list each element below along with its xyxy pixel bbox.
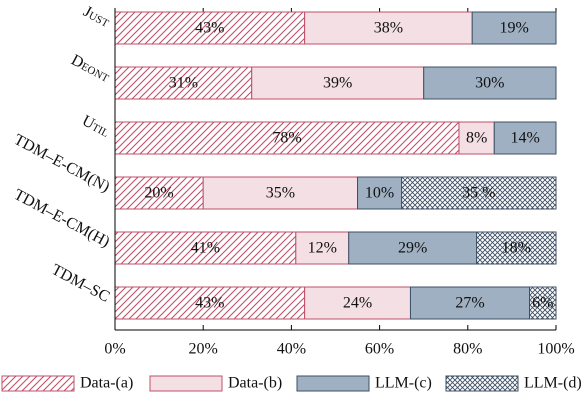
category-label: Deont [68,52,112,86]
bar-segment [202,176,359,210]
bar-segment [401,176,557,210]
category-label: Just [81,3,113,31]
x-tick-label: 20% [189,341,218,358]
bar-segment [114,231,297,265]
value-label: 43% [195,295,224,312]
value-label: 29% [398,240,427,257]
value-label: 14% [510,130,539,147]
value-label: 18% [502,240,531,257]
legend-swatch [296,375,370,392]
bar-segment [295,231,350,265]
legend-label: LLM-(d) [524,375,582,392]
value-label: 27% [455,295,484,312]
category-label: TDM–E-CM(N) [11,131,112,196]
bar-segment [114,66,253,100]
category-label: Util [79,112,113,141]
value-label: 31% [169,75,198,92]
x-tick-label: 80% [453,341,482,358]
value-label: 35 % [462,185,495,202]
bar-segment [529,286,557,320]
value-label: 35% [266,185,295,202]
value-label: 30% [475,75,504,92]
value-label: 24% [343,295,372,312]
x-tick-label: 100% [537,341,574,358]
value-label: 6% [532,295,553,312]
value-label: 8% [466,130,487,147]
value-label: 38% [374,20,403,37]
bar-segment [423,66,557,100]
value-label: 41% [191,240,220,257]
bar-segment [409,286,531,320]
bar-segment [114,176,204,210]
x-tick-label: 40% [277,341,306,358]
bar-segment [348,231,478,265]
bar-segment [304,11,473,45]
legend-label: Data-(b) [228,375,282,392]
value-label: 19% [499,20,528,37]
legend-label: Data-(a) [80,375,133,392]
value-label: 20% [144,185,173,202]
x-tick-label: 0% [104,341,125,358]
category-label: TDM–E-CM(H) [11,186,112,251]
legend-swatch [445,375,519,392]
legend-swatch [149,375,223,392]
value-label: 12% [308,240,337,257]
value-label: 39% [323,75,352,92]
legend-swatch [1,375,75,392]
category-label: TDM–SC [49,261,113,306]
bar-segment [471,11,557,45]
value-label: 10% [365,185,394,202]
bar-segment [493,121,557,155]
bar-segment [114,121,460,155]
bar-segment [114,11,306,45]
bar-segment [251,66,425,100]
value-label: 43% [195,20,224,37]
x-tick-label: 60% [365,341,394,358]
bar-segment [476,231,557,265]
legend-label: LLM-(c) [375,375,432,392]
value-label: 78% [272,130,301,147]
